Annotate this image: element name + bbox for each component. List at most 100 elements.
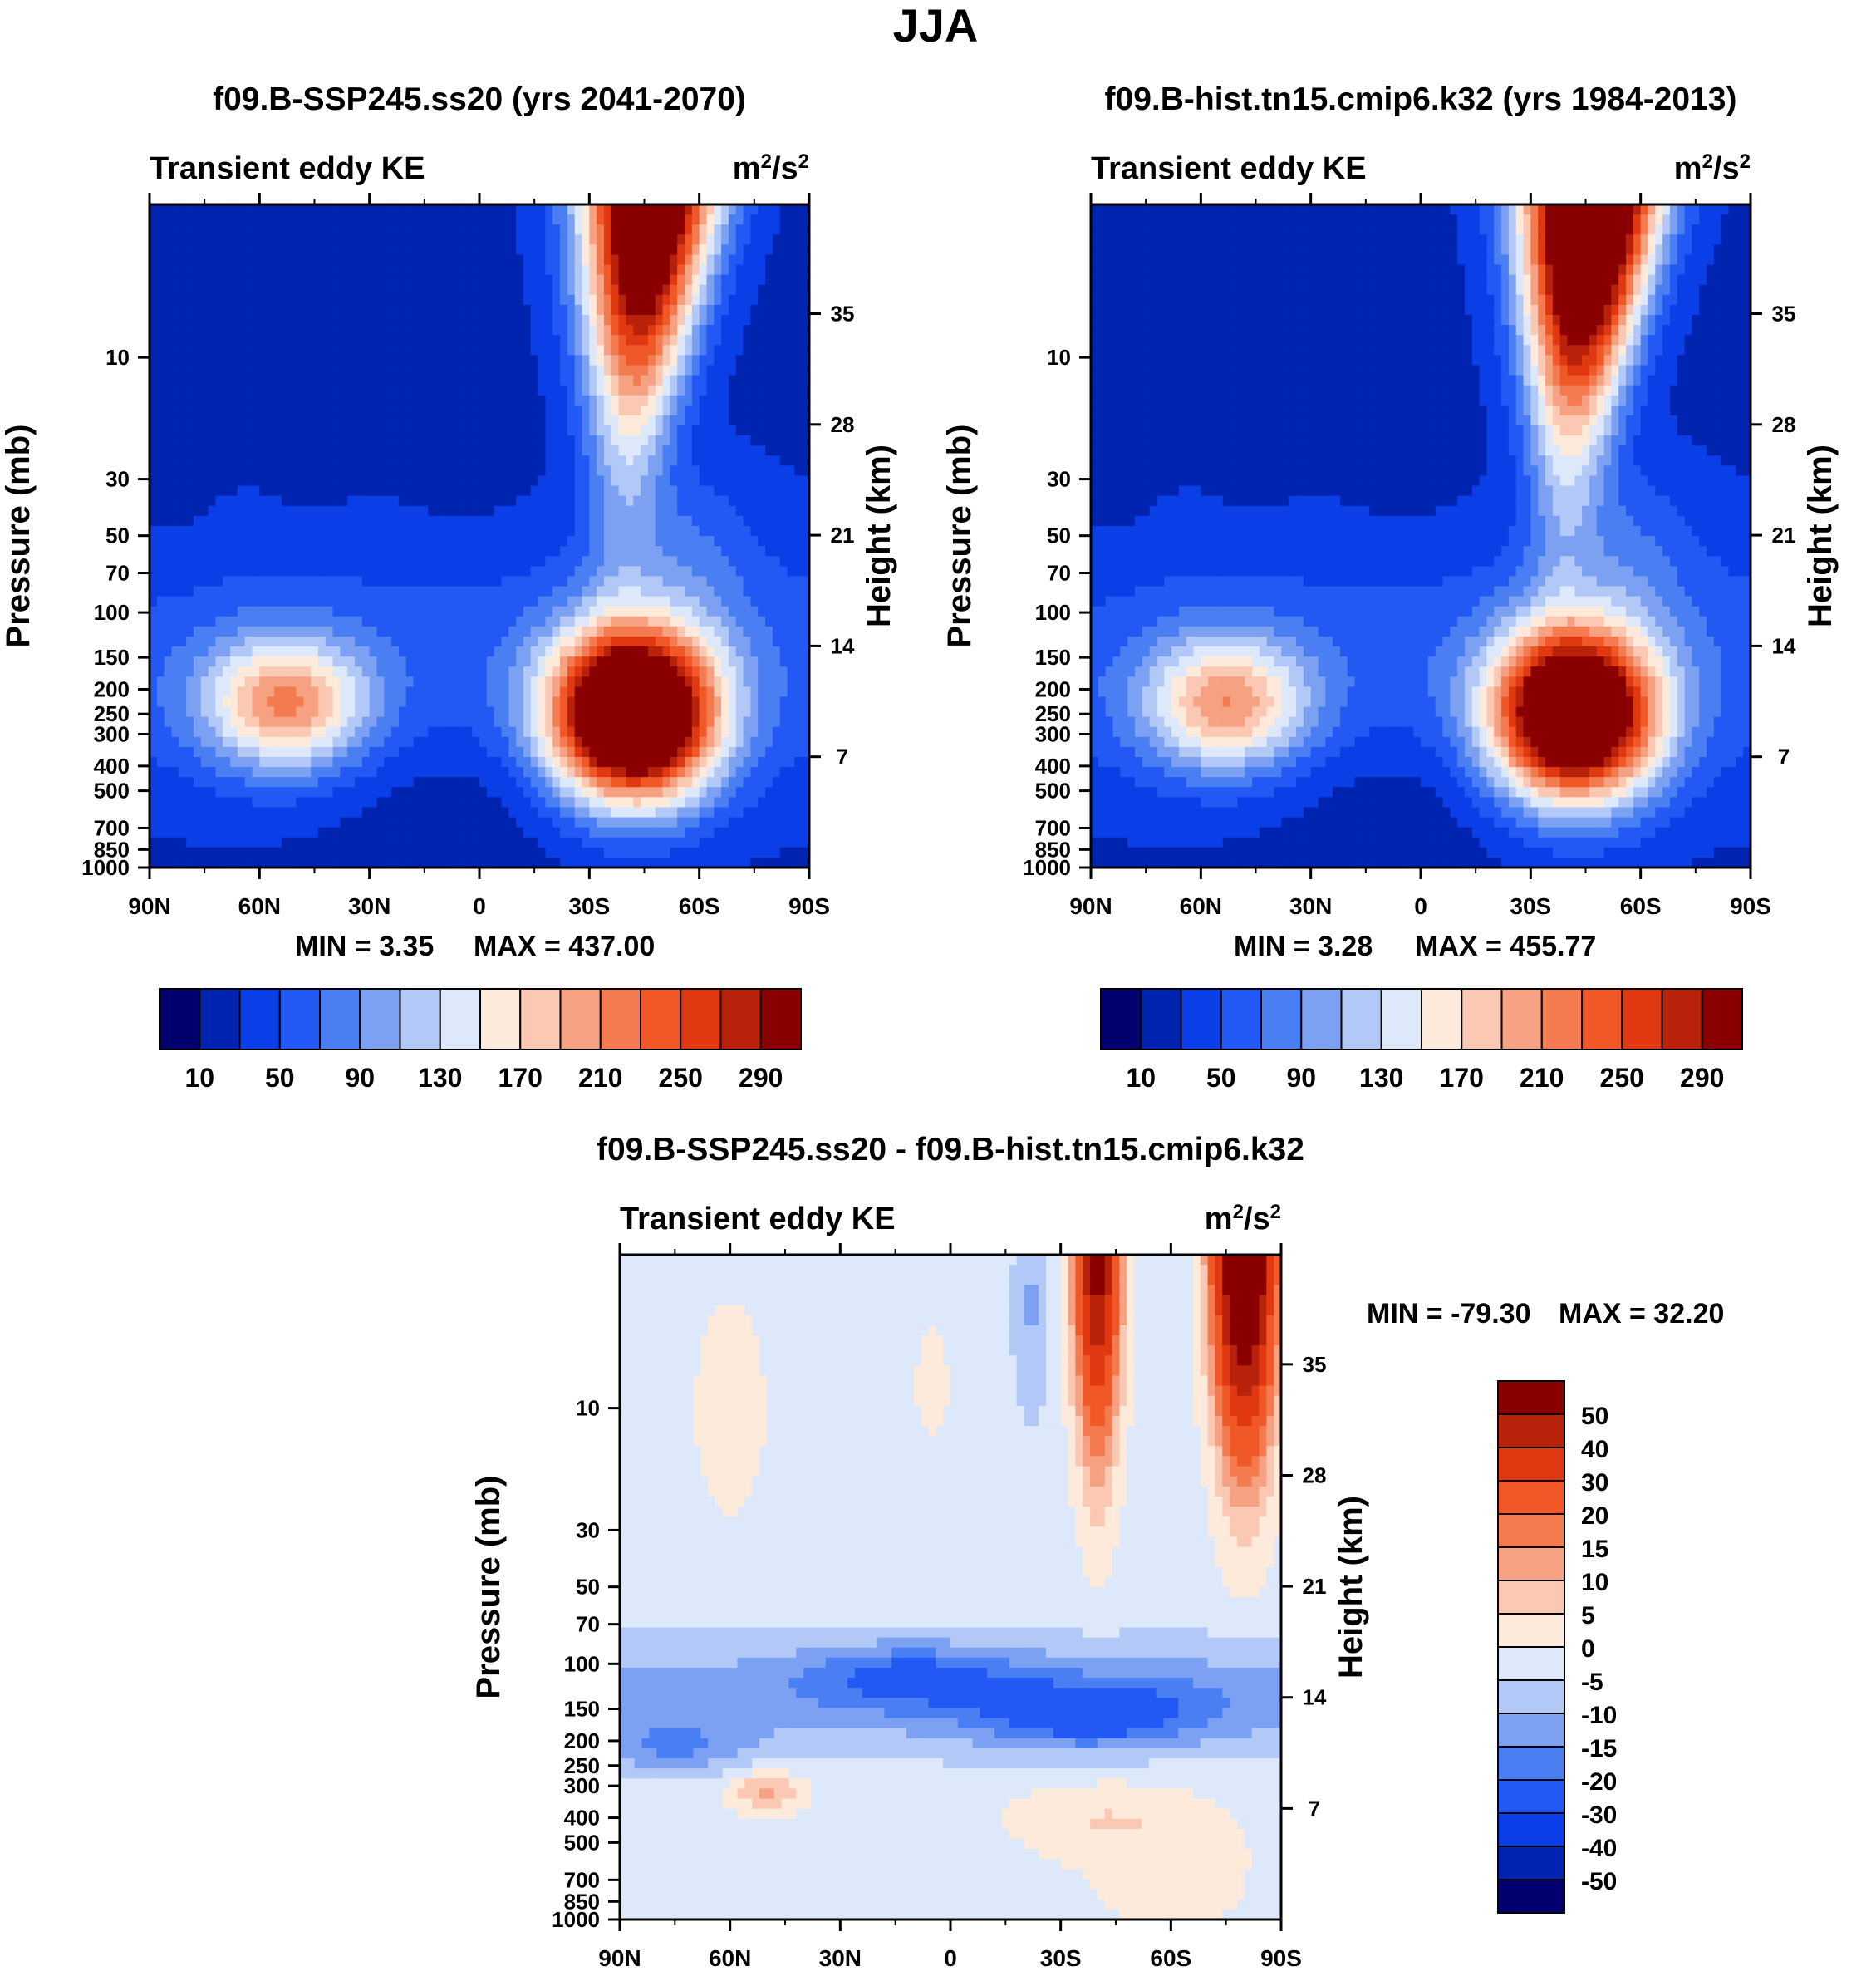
contour-cell (486, 274, 495, 286)
contour-cell (603, 234, 612, 246)
contour-cell (641, 706, 649, 718)
contour-cell (530, 385, 539, 396)
contour-cell (267, 586, 275, 597)
contour-cell (589, 596, 597, 607)
contour-cell (244, 696, 253, 708)
contour-cell (208, 475, 217, 487)
contour-cell (728, 234, 737, 246)
contour-cell (325, 254, 334, 266)
contour-cell (501, 706, 509, 718)
contour-cell (288, 556, 297, 567)
contour-cell (714, 234, 722, 246)
contour-cell (193, 676, 202, 688)
contour-cell (267, 485, 275, 497)
contour-cell (230, 415, 238, 426)
contour-cell (325, 757, 334, 768)
contour-cell (230, 746, 238, 758)
contour-cell (552, 696, 561, 708)
contour-cell (472, 365, 480, 376)
contour-cell (259, 616, 268, 627)
contour-cell (355, 264, 363, 276)
contour-cell (743, 365, 752, 376)
contour-cell (508, 716, 517, 728)
contour-cell (281, 636, 290, 647)
contour-cell (743, 556, 752, 567)
contour-cell (530, 636, 539, 647)
contour-cell (464, 716, 473, 728)
contour-cell (296, 315, 304, 326)
contour-cell (193, 656, 202, 667)
contour-cell (647, 646, 656, 657)
contour-cell (223, 425, 231, 436)
contour-cell (332, 214, 341, 225)
contour-cell (405, 515, 415, 527)
contour-cell (303, 315, 312, 326)
contour-cell (560, 214, 568, 225)
contour-cell (567, 485, 576, 497)
contour-cell (486, 636, 495, 647)
contour-cell (237, 284, 246, 296)
contour-cell (259, 515, 268, 527)
contour-cell (486, 234, 495, 246)
contour-cell (597, 475, 605, 487)
contour-cell (662, 284, 671, 296)
contour-cell (361, 696, 371, 708)
contour-cell (347, 576, 356, 587)
contour-cell (435, 696, 444, 708)
contour-cell (545, 465, 553, 477)
contour-cell (677, 254, 685, 266)
contour-cell (435, 274, 444, 286)
contour-cell (597, 646, 605, 657)
contour-cell (186, 435, 194, 446)
contour-cell (325, 495, 334, 507)
contour-cell (574, 345, 583, 356)
contour-cell (435, 204, 444, 215)
contour-cell (259, 435, 268, 446)
contour-cell (273, 505, 282, 517)
contour-cell (164, 445, 173, 456)
contour-cell (618, 325, 627, 336)
contour-cell (603, 204, 612, 215)
contour-cell (288, 425, 297, 436)
contour-cell (552, 616, 561, 627)
contour-cell (171, 736, 179, 748)
contour-cell (611, 546, 620, 557)
contour-cell (523, 455, 532, 467)
contour-cell (428, 335, 436, 346)
contour-cell (574, 515, 583, 527)
contour-cell (442, 726, 451, 738)
contour-cell (303, 586, 312, 597)
contour-cell (311, 395, 319, 406)
contour-cell (582, 435, 591, 446)
contour-cell (714, 485, 722, 497)
contour-cell (574, 646, 583, 657)
contour-cell (230, 435, 238, 446)
contour-cell (479, 234, 488, 246)
contour-cell (288, 676, 297, 688)
contour-cell (567, 495, 576, 507)
contour-cell (523, 355, 532, 366)
contour-cell (597, 636, 605, 647)
contour-cell (288, 455, 297, 467)
contour-cell (208, 224, 217, 235)
contour-cell (369, 686, 378, 698)
contour-cell (560, 646, 568, 657)
contour-cell (355, 445, 363, 456)
contour-cell (317, 696, 327, 708)
contour-cell (435, 636, 444, 647)
contour-cell (633, 536, 641, 547)
contour-cell (758, 435, 766, 446)
contour-cell (662, 274, 671, 286)
contour-cell (186, 495, 194, 507)
contour-cell (405, 304, 415, 316)
contour-cell (479, 254, 488, 266)
contour-cell (311, 445, 319, 456)
contour-cell (376, 505, 386, 517)
contour-cell (567, 676, 576, 688)
contour-cell (523, 375, 532, 386)
contour-cell (164, 505, 173, 517)
contour-cell (567, 294, 576, 306)
contour-cell (479, 606, 488, 617)
contour-cell (281, 606, 290, 617)
contour-cell (538, 395, 547, 406)
